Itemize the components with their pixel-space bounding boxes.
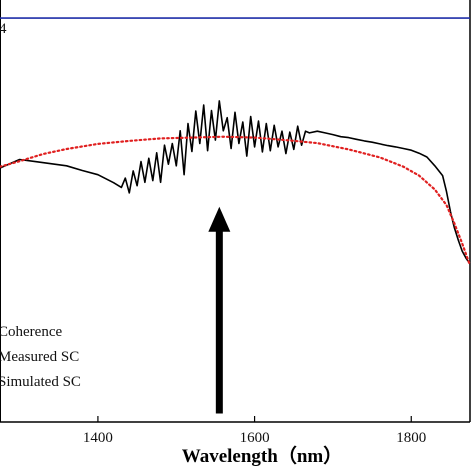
arrow-layer [208,206,231,414]
x-tick-label-1800: 1800 [396,430,426,446]
top-left-label-fragment: 4 [0,21,7,37]
series-layer [0,17,472,267]
legend: Coherence Measured SC Simulated SC [0,324,81,390]
series-line-measured [0,100,471,265]
arrow-head [208,206,231,232]
plot-area: 1400 1600 1800 [0,0,472,446]
x-axis-title: Wavelength（nm） [182,444,342,467]
legend-label-simulated-sc: Simulated SC [0,374,81,390]
x-tick-label-1600: 1600 [240,430,270,446]
x-tick-label-1400: 1400 [83,430,113,446]
legend-label-measured-sc: Measured SC [0,349,79,365]
legend-label-coherence: Coherence [0,324,62,340]
series-line-simulated [0,135,472,267]
x-ticks: 1400 1600 1800 [83,416,426,446]
